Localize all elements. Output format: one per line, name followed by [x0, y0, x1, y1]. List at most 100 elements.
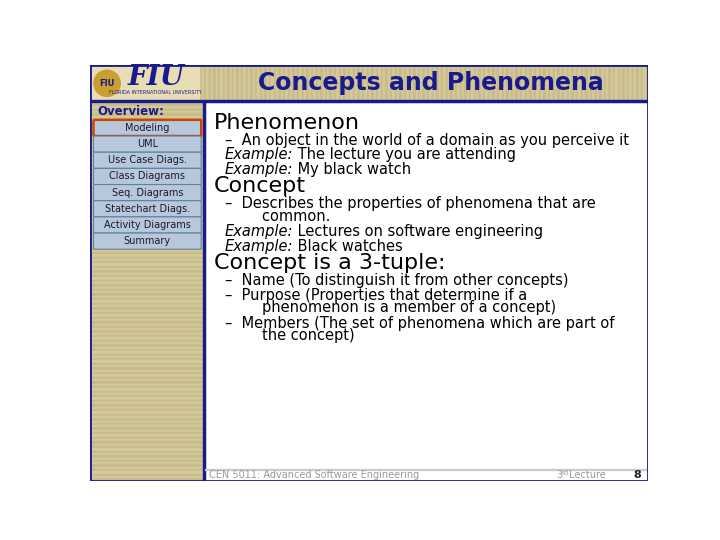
- Bar: [313, 65, 315, 102]
- Bar: [646, 65, 648, 102]
- Bar: [548, 65, 550, 102]
- Bar: [372, 65, 374, 102]
- Bar: [448, 65, 451, 102]
- Bar: [241, 65, 243, 102]
- FancyBboxPatch shape: [94, 136, 201, 152]
- Bar: [90, 330, 204, 333]
- Bar: [90, 123, 204, 125]
- Bar: [341, 65, 343, 102]
- Bar: [90, 271, 204, 273]
- Text: Summary: Summary: [124, 236, 171, 246]
- Bar: [90, 247, 204, 249]
- Bar: [418, 65, 420, 102]
- Bar: [90, 282, 204, 284]
- Bar: [306, 65, 309, 102]
- Bar: [302, 65, 304, 102]
- Bar: [90, 217, 204, 220]
- Bar: [90, 326, 204, 328]
- Text: Overview:: Overview:: [98, 105, 165, 118]
- Bar: [90, 118, 204, 120]
- Bar: [203, 102, 204, 481]
- Bar: [90, 275, 204, 278]
- Bar: [90, 113, 204, 116]
- Bar: [532, 65, 534, 102]
- Bar: [197, 65, 199, 102]
- Bar: [483, 65, 485, 102]
- Text: Example:: Example:: [225, 147, 293, 162]
- Bar: [234, 65, 236, 102]
- Bar: [390, 65, 392, 102]
- Text: Lecture: Lecture: [566, 470, 606, 480]
- Bar: [90, 464, 204, 467]
- Bar: [158, 65, 160, 102]
- Bar: [90, 404, 204, 407]
- Bar: [90, 390, 204, 393]
- Bar: [183, 65, 185, 102]
- Bar: [297, 65, 300, 102]
- Bar: [232, 65, 234, 102]
- Text: –  Members (The set of phenomena which are part of: – Members (The set of phenomena which ar…: [225, 316, 614, 331]
- Bar: [332, 65, 334, 102]
- Bar: [204, 469, 648, 470]
- Bar: [90, 476, 204, 478]
- Bar: [246, 65, 248, 102]
- Bar: [490, 65, 492, 102]
- Bar: [90, 462, 204, 464]
- Bar: [90, 109, 204, 111]
- Bar: [362, 65, 364, 102]
- Bar: [451, 65, 453, 102]
- Text: Phenomenon: Phenomenon: [214, 112, 360, 132]
- Bar: [90, 457, 204, 460]
- Bar: [467, 65, 469, 102]
- Bar: [536, 65, 539, 102]
- Bar: [230, 65, 232, 102]
- Bar: [90, 132, 204, 134]
- Bar: [504, 65, 506, 102]
- Bar: [90, 194, 204, 197]
- Bar: [90, 342, 204, 345]
- Bar: [90, 294, 204, 296]
- Bar: [251, 65, 253, 102]
- Bar: [513, 65, 516, 102]
- Bar: [90, 238, 204, 240]
- Text: FIU: FIU: [127, 64, 184, 91]
- Bar: [90, 176, 204, 178]
- Bar: [420, 65, 423, 102]
- Bar: [90, 312, 204, 314]
- Text: FLORIDA INTERNATIONAL UNIVERSITY: FLORIDA INTERNATIONAL UNIVERSITY: [109, 90, 202, 95]
- Bar: [90, 155, 204, 157]
- Bar: [90, 400, 204, 402]
- Bar: [567, 65, 569, 102]
- Bar: [415, 65, 418, 102]
- Bar: [90, 432, 204, 434]
- Bar: [90, 314, 204, 316]
- Bar: [636, 65, 639, 102]
- Bar: [90, 125, 204, 127]
- Bar: [262, 65, 264, 102]
- Bar: [527, 65, 529, 102]
- Bar: [529, 65, 532, 102]
- Bar: [392, 65, 395, 102]
- Bar: [376, 65, 378, 102]
- Bar: [444, 65, 446, 102]
- Bar: [274, 65, 276, 102]
- Bar: [462, 65, 464, 102]
- Bar: [315, 65, 318, 102]
- Bar: [90, 418, 204, 421]
- Bar: [99, 65, 102, 102]
- Bar: [311, 65, 313, 102]
- FancyBboxPatch shape: [94, 185, 201, 201]
- Bar: [292, 65, 294, 102]
- Bar: [90, 395, 204, 397]
- Bar: [132, 65, 134, 102]
- Bar: [569, 65, 571, 102]
- Bar: [348, 65, 351, 102]
- Bar: [90, 259, 204, 261]
- Bar: [318, 65, 320, 102]
- Text: Example:: Example:: [225, 224, 293, 239]
- Bar: [266, 65, 269, 102]
- Bar: [485, 65, 487, 102]
- Bar: [90, 328, 204, 330]
- Text: Lectures on software engineering: Lectures on software engineering: [293, 224, 544, 239]
- Bar: [94, 65, 97, 102]
